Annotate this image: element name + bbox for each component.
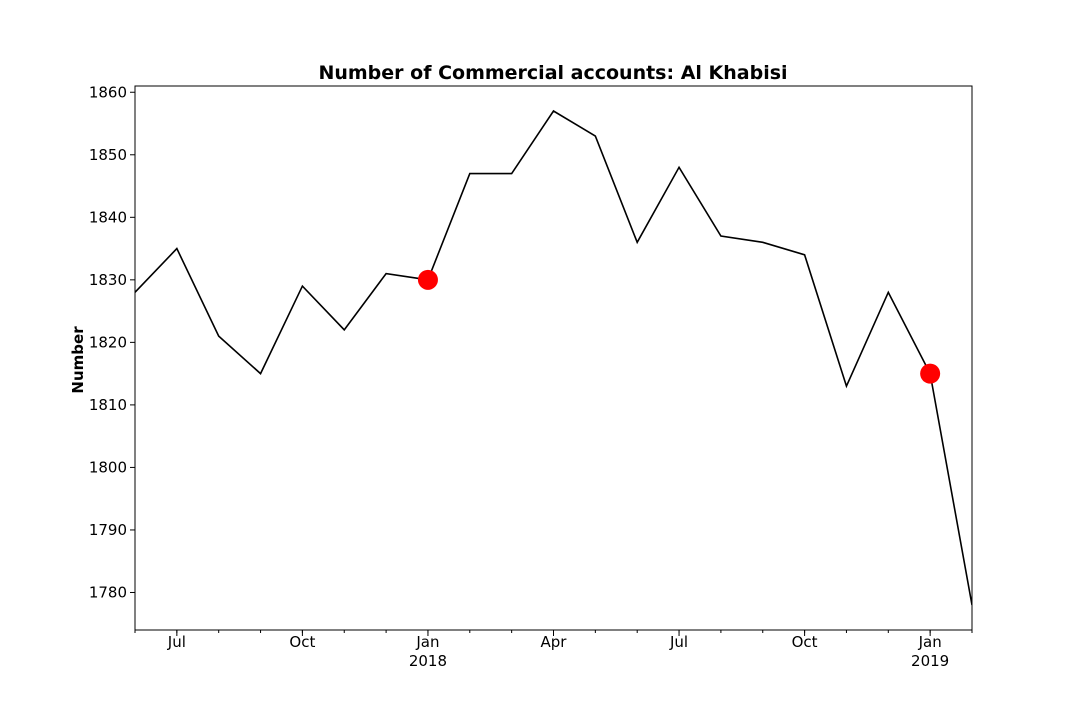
x-tick-label: Jan xyxy=(918,633,942,651)
x-tick-label: Jul xyxy=(669,633,688,651)
highlight-point xyxy=(417,269,438,290)
highlight-point xyxy=(920,363,941,384)
x-tick-year-label: 2019 xyxy=(911,652,949,670)
x-tick-label: Oct xyxy=(289,633,315,651)
y-tick-label: 1840 xyxy=(89,208,127,226)
y-tick-label: 1780 xyxy=(89,583,127,601)
y-tick-label: 1800 xyxy=(89,458,127,476)
series-line xyxy=(135,109,972,606)
x-tick-label: Oct xyxy=(792,633,818,651)
plot-frame xyxy=(134,85,973,631)
x-tick-label: Apr xyxy=(541,633,568,651)
x-tick-year-label: 2018 xyxy=(409,652,447,670)
y-tick-label: 1790 xyxy=(89,521,127,539)
y-tick-label: 1820 xyxy=(89,333,127,351)
chart-title: Number of Commercial accounts: Al Khabis… xyxy=(318,62,787,84)
y-tick-label: 1810 xyxy=(89,396,127,414)
y-tick-label: 1830 xyxy=(89,271,127,289)
y-axis-label: Number xyxy=(69,326,87,394)
plot-area: 1780 1790 1800 1810 1820 1830 1840 1850 1860 Jul O… xyxy=(89,83,973,670)
y-tick-label: 1850 xyxy=(89,146,127,164)
x-tick-label: Jan xyxy=(415,633,439,651)
x-tick-label: Jul xyxy=(167,633,186,651)
y-tick-label: 1860 xyxy=(89,83,127,101)
